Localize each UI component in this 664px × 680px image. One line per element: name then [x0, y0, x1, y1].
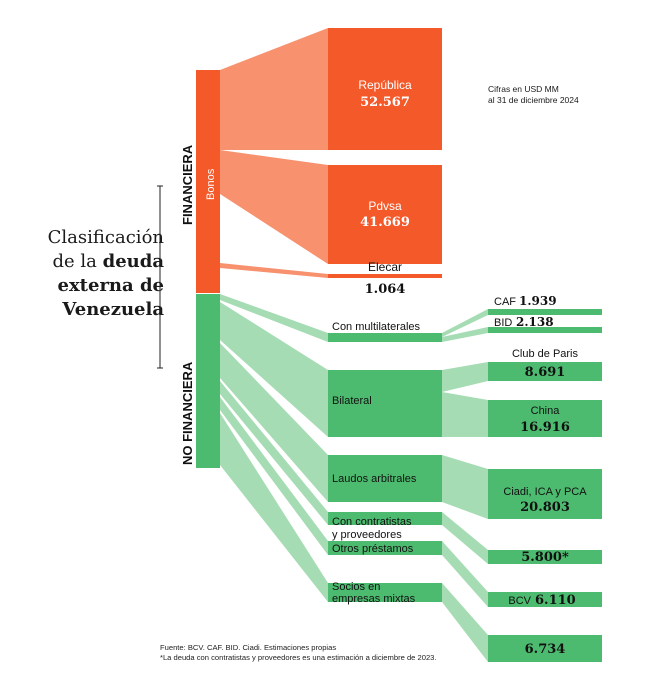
- bar-elecar: [328, 274, 442, 278]
- label-financiera: FINANCIERA: [180, 144, 195, 225]
- label-socios-1: Socios en: [332, 581, 380, 593]
- footer-source: Fuente: BCV. CAF. BID. Ciadi. Estimacion…: [160, 643, 337, 652]
- footer-note: *La deuda con contratistas y proveedores…: [160, 653, 437, 662]
- flow-bonos-elecar: [220, 263, 328, 278]
- flow-bid: [442, 327, 488, 342]
- label-ciadi-name: Ciadi, ICA y PCA: [503, 486, 587, 498]
- label-contratistas-1: Con contratistas: [332, 516, 412, 528]
- label-bid-name: BID: [494, 317, 512, 329]
- units-note: Cifras en USD MM al 31 de diciembre 2024: [488, 84, 579, 106]
- label-contratistas-2: y proveedores: [332, 529, 402, 541]
- bar-bcv: [488, 592, 602, 607]
- label-contratistas-value: 5.800*: [521, 550, 569, 565]
- units-note-line-1: Cifras en USD MM: [488, 84, 559, 94]
- label-ciadi-value: 20.803: [520, 500, 570, 515]
- bar-caf: [488, 309, 602, 315]
- label-bonos: Bonos: [205, 168, 217, 200]
- flow-bcv: [442, 541, 488, 607]
- flow-contratistas: [220, 381, 328, 525]
- flow-bonos-republica: [220, 28, 328, 150]
- label-bilateral: Bilateral: [332, 395, 372, 407]
- bar-club: [488, 362, 602, 381]
- title-bracket: [157, 185, 163, 369]
- bar-republica: [328, 28, 442, 150]
- label-bid-value: 2.138: [516, 315, 554, 329]
- title-line-2-bold: deuda: [102, 251, 164, 272]
- bar-pdvsa: [328, 165, 442, 264]
- flow-contratistas-value: [442, 512, 488, 564]
- label-republica-name: República: [358, 78, 412, 92]
- footer: Fuente: BCV. CAF. BID. Ciadi. Estimacion…: [160, 643, 437, 663]
- nonfinancial-flows-level-2: [442, 309, 488, 662]
- label-caf-value: 1.939: [519, 294, 557, 308]
- flow-china: [442, 392, 488, 437]
- chart-title: Clasificación de la deuda externa de Ven…: [14, 226, 164, 322]
- flow-club: [442, 362, 488, 392]
- label-elecar-value: 1.064: [365, 282, 406, 297]
- flow-laudos: [220, 343, 328, 502]
- label-bcv-value: 6.110: [535, 593, 576, 608]
- label-pdvsa-name: Pdvsa: [368, 199, 402, 213]
- flow-socios-value: [442, 583, 488, 662]
- nonfinancial-flows-level-1: [220, 294, 328, 602]
- financial-flows: [220, 28, 328, 278]
- label-club-value: 8.691: [525, 365, 566, 380]
- bar-financiera: [196, 70, 220, 293]
- label-bcv-name: BCV: [508, 595, 531, 607]
- units-note-line-2: al 31 de diciembre 2024: [488, 95, 579, 105]
- bar-contratistas-value: [488, 550, 602, 564]
- flow-otros: [220, 397, 328, 555]
- label-caf-name: CAF: [494, 296, 516, 308]
- label-socios-2: empresas mixtas: [332, 593, 416, 605]
- flow-ciadi: [442, 455, 488, 519]
- label-china-name: China: [531, 405, 561, 417]
- bar-ciadi: [488, 469, 602, 519]
- flow-multilaterales: [220, 294, 328, 342]
- bar-no-financiera: [196, 294, 220, 468]
- title-line-3: externa de: [57, 275, 165, 296]
- label-china-value: 16.916: [520, 420, 570, 435]
- bar-laudos: [328, 455, 442, 502]
- label-socios-value: 6.734: [525, 642, 566, 657]
- title-line-2: de la deuda: [14, 250, 164, 274]
- label-pdvsa-value: 41.669: [360, 215, 410, 230]
- bar-multilaterales: [328, 333, 442, 342]
- label-republica-value: 52.567: [360, 95, 410, 110]
- label-laudos: Laudos arbitrales: [332, 473, 417, 485]
- label-otros: Otros préstamos: [332, 543, 414, 555]
- flow-socios: [220, 413, 328, 602]
- title-line-1: Clasificación: [47, 227, 164, 248]
- label-multilaterales: Con multilaterales: [332, 321, 421, 333]
- bar-bid: [488, 327, 602, 333]
- flow-bilateral: [220, 302, 328, 437]
- title-line-2-regular: de la: [52, 251, 103, 272]
- bar-china: [488, 400, 602, 437]
- bar-socios-value: [488, 635, 602, 662]
- label-club-name: Club de Paris: [512, 348, 579, 360]
- label-no-financiera: NO FINANCIERA: [180, 361, 195, 465]
- bar-contratistas: [328, 512, 442, 525]
- bar-socios: [328, 583, 442, 602]
- bar-otros: [328, 541, 442, 555]
- flow-bonos-pdvsa: [220, 150, 328, 264]
- title-line-4: Venezuela: [62, 299, 164, 320]
- flow-caf: [442, 309, 488, 337]
- label-elecar-name: Elecar: [368, 260, 402, 274]
- bar-bilateral: [328, 370, 442, 437]
